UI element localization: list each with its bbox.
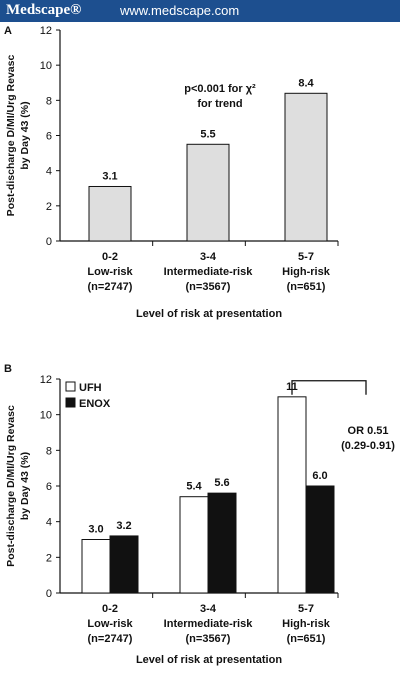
site-url: www.medscape.com — [120, 3, 240, 18]
x-category-label: (n=2747) — [88, 633, 133, 645]
x-category-label: 3-4 — [200, 603, 217, 615]
y-axis-label: Post-discharge D/MI/Urg Revasc — [5, 55, 17, 217]
y-tick-label: 8 — [46, 95, 52, 107]
y-tick-label: 10 — [40, 410, 52, 422]
x-category-label: (n=651) — [287, 281, 326, 293]
y-tick-label: 2 — [46, 552, 52, 564]
x-category-label: (n=651) — [287, 633, 326, 645]
data-label: 5.6 — [214, 477, 229, 489]
y-tick-label: 6 — [46, 481, 52, 493]
y-tick-label: 2 — [46, 201, 52, 213]
panel-label-b: B — [4, 363, 12, 375]
y-tick-label: 12 — [40, 374, 52, 386]
x-category-label: High-risk — [282, 266, 331, 278]
x-category-label: (n=3567) — [186, 633, 231, 645]
bar-3-4 — [186, 143, 230, 242]
data-label: 3.2 — [116, 520, 131, 532]
legend-swatch-ufh — [65, 381, 76, 392]
y-axis-label: Post-discharge D/MI/Urg Revasc — [5, 405, 17, 567]
bar-0-2 — [88, 185, 132, 242]
y-axis-label: by Day 43 (%) — [19, 452, 31, 520]
bar-enox-3-4 — [207, 492, 237, 594]
y-axis-label: by Day 43 (%) — [19, 101, 31, 169]
y-tick-label: 12 — [40, 25, 52, 37]
x-category-label: 3-4 — [200, 251, 217, 263]
bar-5-7 — [284, 92, 328, 242]
odds-ratio-annotation: OR 0.51 — [348, 425, 389, 437]
bar-ufh-3-4 — [179, 496, 209, 594]
x-category-label: Intermediate-risk — [164, 266, 254, 278]
legend-swatch-enox — [65, 397, 76, 408]
trend-annotation: for trend — [197, 98, 242, 110]
x-category-label: High-risk — [282, 618, 331, 630]
x-category-label: (n=2747) — [88, 281, 133, 293]
data-label: 6.0 — [312, 470, 327, 482]
x-category-label: Low-risk — [87, 618, 133, 630]
y-tick-label: 4 — [46, 166, 52, 178]
comparison-bracket — [291, 380, 367, 395]
y-tick-label: 10 — [40, 60, 52, 72]
x-category-label: 5-7 — [298, 251, 314, 263]
bar-ufh-5-7 — [277, 396, 307, 594]
panel-label-a: A — [4, 25, 12, 37]
medscape-banner: Medscape® www.medscape.com — [0, 0, 400, 22]
y-tick-label: 0 — [46, 236, 52, 248]
legend-label-ufh: UFH — [79, 382, 102, 394]
risk-bar-charts: A 0 2 4 6 8 10 12 Post-discharge D/MI/Urg Revasc… — [4, 25, 395, 666]
x-category-label: Low-risk — [87, 266, 133, 278]
data-label: 8.4 — [298, 77, 314, 89]
data-label: 3.0 — [88, 524, 103, 536]
bar-ufh-0-2 — [81, 539, 111, 594]
x-axis-label: Level of risk at presentation — [136, 308, 282, 320]
x-category-label: 0-2 — [102, 603, 118, 615]
x-category-label: 0-2 — [102, 251, 118, 263]
x-category-label: Intermediate-risk — [164, 618, 254, 630]
x-axis-label: Level of risk at presentation — [136, 654, 282, 666]
bar-enox-5-7 — [305, 485, 335, 594]
x-category-label: 5-7 — [298, 603, 314, 615]
bar-enox-0-2 — [109, 535, 139, 594]
trend-annotation: p<0.001 for χ² — [184, 83, 256, 95]
odds-ratio-annotation: (0.29-0.91) — [341, 440, 395, 452]
y-tick-label: 0 — [46, 588, 52, 600]
medscape-logo: Medscape® — [6, 2, 82, 18]
legend-label-enox: ENOX — [79, 398, 111, 410]
y-tick-label: 4 — [46, 517, 52, 529]
x-category-label: (n=3567) — [186, 281, 231, 293]
y-tick-label: 6 — [46, 131, 52, 143]
data-label: 5.4 — [186, 481, 202, 493]
data-label: 3.1 — [102, 170, 117, 182]
y-tick-label: 8 — [46, 445, 52, 457]
data-label: 5.5 — [200, 128, 215, 140]
